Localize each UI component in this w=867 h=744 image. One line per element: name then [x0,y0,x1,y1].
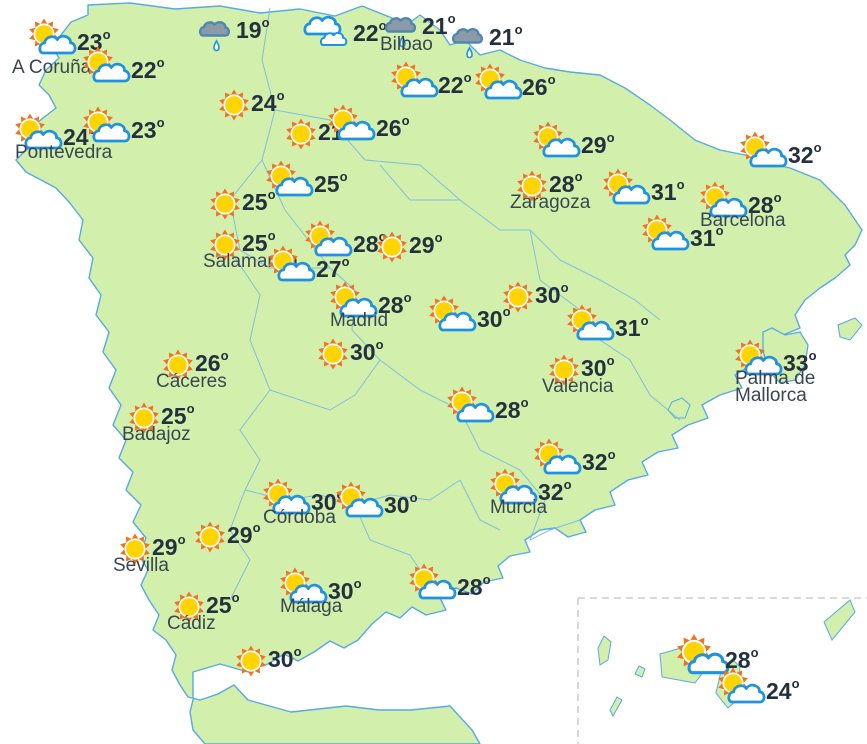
svg-text:Pontevedra: Pontevedra [15,142,113,163]
svg-text:Valencia: Valencia [542,376,614,397]
svg-text:Madrid: Madrid [330,310,388,331]
svg-text:32o: 32o [788,140,822,168]
svg-text:28o: 28o [725,645,759,673]
svg-text:Mallorca: Mallorca [735,385,807,406]
svg-text:Sevilla: Sevilla [113,555,169,576]
svg-text:Cádiz: Cádiz [167,613,216,634]
svg-text:30o: 30o [268,644,302,672]
svg-text:21o: 21o [489,22,523,50]
svg-text:Zaragoza: Zaragoza [510,192,591,213]
svg-text:Badajoz: Badajoz [122,424,191,445]
svg-text:Málaga: Málaga [280,596,343,617]
svg-text:Córdoba: Córdoba [263,507,336,528]
svg-text:Cáceres: Cáceres [156,371,227,392]
svg-text:Bilbao: Bilbao [380,34,433,55]
svg-text:24o: 24o [766,676,800,704]
svg-text:A Coruña: A Coruña [12,57,92,78]
svg-text:28o: 28o [457,572,491,600]
svg-text:Murcia: Murcia [490,497,547,518]
